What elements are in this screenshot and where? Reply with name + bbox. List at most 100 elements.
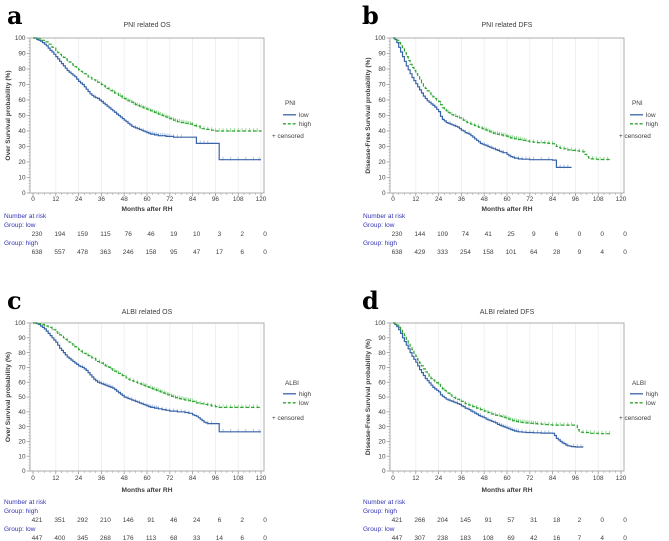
y-tick-label: 80 <box>18 66 26 73</box>
risk-value: 194 <box>54 231 65 238</box>
risk-value: 421 <box>32 517 43 524</box>
y-tick-label: 50 <box>18 394 26 401</box>
x-tick-label: 84 <box>549 475 557 482</box>
panel-c: 0 12 24 36 48 60 72 84 96 108 120 0 10 20 30 40 50 60 70 80… <box>0 271 334 541</box>
risk-value: 158 <box>146 249 157 256</box>
risk-value: 10 <box>193 231 201 238</box>
risk-value: 176 <box>123 535 134 541</box>
chart-title: PNI related OS <box>123 22 170 29</box>
x-tick-label: 24 <box>75 475 83 482</box>
y-tick-label: 0 <box>22 190 26 197</box>
y-tick-label: 70 <box>18 365 26 372</box>
y-axis-label: Over Survival probability (%) <box>5 70 12 160</box>
panel-letter: a <box>7 1 23 30</box>
x-tick-label: 108 <box>233 196 244 203</box>
legend-label: low <box>646 400 656 407</box>
y-tick-label: 70 <box>378 365 386 372</box>
x-tick-label: 48 <box>481 475 489 482</box>
y-tick-label: 40 <box>18 128 26 135</box>
panel-a: 0 12 24 36 48 60 72 84 96 108 120 0 10 20 30 40 50 60 70 80… <box>0 0 334 270</box>
risk-table-header: Number at risk <box>363 213 406 220</box>
x-tick-label: 48 <box>481 196 489 203</box>
legend-title: ALBI <box>632 380 646 387</box>
risk-value: 447 <box>32 535 43 541</box>
risk-value: 4 <box>600 535 604 541</box>
legend-censored-label: + censored <box>272 133 304 140</box>
km-curve-high <box>33 37 262 132</box>
risk-value: 0 <box>263 231 267 238</box>
y-axis-label: Disease-Free Survival probability (%) <box>365 57 372 173</box>
legend-title: PNI <box>285 100 296 107</box>
x-tick-label: 96 <box>212 196 220 203</box>
legend-censored-label: + censored <box>619 133 651 140</box>
y-tick-label: 80 <box>378 350 386 357</box>
y-tick-label: 30 <box>378 144 386 151</box>
km-curve-low <box>393 322 613 435</box>
risk-value: 108 <box>483 535 494 541</box>
risk-value: 9 <box>532 231 536 238</box>
km-curve-high <box>33 322 261 433</box>
risk-value: 69 <box>507 535 515 541</box>
y-axis-label: Disease-Free Survival probability (%) <box>365 339 372 455</box>
legend-censored-label: + censored <box>619 415 651 422</box>
risk-value: 14 <box>216 535 224 541</box>
risk-value: 363 <box>100 249 111 256</box>
risk-value: 345 <box>77 535 88 541</box>
risk-value: 2 <box>240 517 244 524</box>
risk-value: 230 <box>392 231 403 238</box>
panel-d: 0 12 24 36 48 60 72 84 96 108 120 0 10 20 30 40 50 60 70 80… <box>335 271 669 541</box>
y-tick-label: 80 <box>378 66 386 73</box>
risk-value: 0 <box>623 517 627 524</box>
x-tick-label: 120 <box>256 475 267 482</box>
risk-value: 46 <box>170 517 178 524</box>
risk-table-header: Number at risk <box>4 499 47 506</box>
risk-value: 115 <box>100 231 111 238</box>
y-tick-label: 70 <box>18 82 26 89</box>
risk-table-header: Number at risk <box>4 213 47 220</box>
y-tick-label: 70 <box>378 82 386 89</box>
legend-label: high <box>299 391 312 398</box>
risk-group-label: Group: high <box>363 508 397 515</box>
x-tick-label: 0 <box>31 196 35 203</box>
panel-letter: b <box>362 1 379 30</box>
x-tick-label: 12 <box>412 196 420 203</box>
risk-value: 0 <box>623 249 627 256</box>
legend-label: low <box>299 112 309 119</box>
risk-value: 478 <box>77 249 88 256</box>
y-tick-label: 30 <box>378 424 386 431</box>
risk-value: 9 <box>578 249 582 256</box>
risk-value: 7 <box>578 535 582 541</box>
risk-value: 0 <box>623 231 627 238</box>
y-tick-label: 40 <box>378 128 386 135</box>
risk-value: 42 <box>530 535 538 541</box>
km-curve-high <box>393 322 584 448</box>
risk-value: 19 <box>170 231 178 238</box>
y-tick-label: 50 <box>18 113 26 120</box>
y-tick-label: 40 <box>18 409 26 416</box>
risk-value: 307 <box>414 535 425 541</box>
legend-title: ALBI <box>285 380 299 387</box>
risk-value: 0 <box>263 535 267 541</box>
km-chart-d: 0 12 24 36 48 60 72 84 96 108 12001020304050607080… <box>362 286 659 541</box>
risk-value: 6 <box>240 249 244 256</box>
risk-value: 18 <box>553 517 561 524</box>
legend-label: high <box>646 121 659 128</box>
y-tick-label: 50 <box>378 113 386 120</box>
km-chart-b: 0 12 24 36 48 60 72 84 96 108 12001020304050607080… <box>362 1 659 256</box>
legend-label: high <box>646 391 659 398</box>
chart-title: ALBI related OS <box>122 309 173 316</box>
x-tick-label: 72 <box>166 475 174 482</box>
risk-value: 268 <box>100 535 111 541</box>
x-tick-label: 108 <box>593 196 604 203</box>
risk-value: 76 <box>125 231 133 238</box>
risk-value: 57 <box>507 517 515 524</box>
y-tick-label: 20 <box>18 159 26 166</box>
x-tick-label: 108 <box>593 475 604 482</box>
risk-value: 46 <box>147 231 155 238</box>
risk-value: 266 <box>414 517 425 524</box>
risk-value: 557 <box>54 249 65 256</box>
x-tick-label: 36 <box>98 196 106 203</box>
x-tick-label: 120 <box>616 196 627 203</box>
y-tick-label: 0 <box>382 190 386 197</box>
risk-value: 429 <box>414 249 425 256</box>
